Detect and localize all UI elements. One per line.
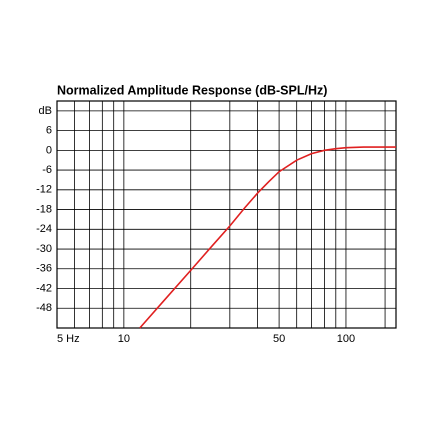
y-tick-label: dB [39,105,52,117]
y-tick-label: -12 [36,184,52,196]
y-tick-label: -24 [36,223,52,235]
response-line [139,146,396,329]
y-tick-label: -42 [36,282,52,294]
x-tick-label: 5 Hz [57,333,80,345]
x-tick-label: 100 [337,333,355,345]
y-tick-label: -30 [36,243,52,255]
x-tick-label: 50 [273,333,285,345]
y-tick-label: 6 [46,125,52,137]
y-tick-label: -6 [42,164,52,176]
y-tick-label: -36 [36,263,52,275]
x-tick-label: 10 [118,333,130,345]
plot-frame [56,100,397,329]
y-tick-label: -48 [36,302,52,314]
y-tick-label: -18 [36,203,52,215]
y-tick-label: 0 [46,144,52,156]
chart-title: Normalized Amplitude Response (dB-SPL/Hz… [57,83,327,97]
